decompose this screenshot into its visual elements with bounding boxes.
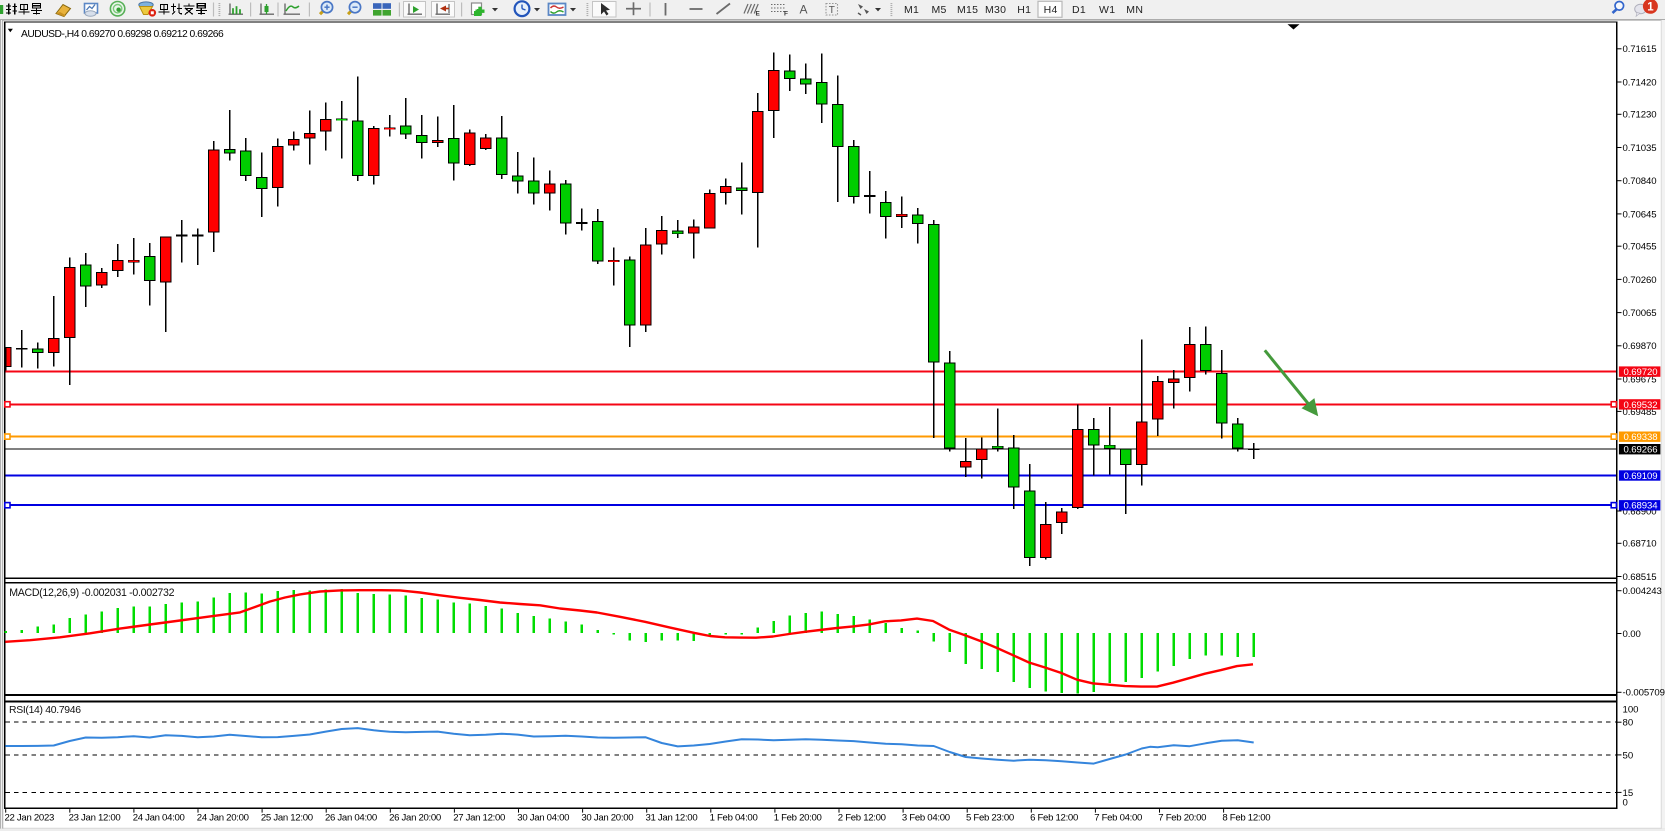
svg-text:0.68900: 0.68900: [1623, 506, 1657, 517]
svg-text:0.69266: 0.69266: [1624, 445, 1658, 456]
svg-text:0.71420: 0.71420: [1623, 77, 1657, 88]
svg-text:-0.005709: -0.005709: [1623, 688, 1665, 699]
svg-text:0.70645: 0.70645: [1623, 209, 1657, 220]
svg-text:2 Feb 12:00: 2 Feb 12:00: [838, 812, 886, 823]
svg-text:M30: M30: [985, 4, 1006, 16]
svg-text:26 Jan 04:00: 26 Jan 04:00: [325, 812, 377, 823]
svg-text:0.69485: 0.69485: [1623, 407, 1657, 418]
svg-text:7 Feb 04:00: 7 Feb 04:00: [1094, 812, 1142, 823]
svg-text:31 Jan 12:00: 31 Jan 12:00: [646, 812, 698, 823]
svg-text:5 Feb 23:00: 5 Feb 23:00: [966, 812, 1014, 823]
svg-text:M15: M15: [957, 4, 978, 16]
svg-text:0.70840: 0.70840: [1623, 176, 1657, 187]
svg-text:22 Jan 2023: 22 Jan 2023: [5, 812, 55, 823]
svg-text:0.004243: 0.004243: [1623, 586, 1662, 597]
svg-text:30 Jan 04:00: 30 Jan 04:00: [517, 812, 569, 823]
svg-text:0.69109: 0.69109: [1624, 471, 1658, 482]
svg-text:27 Jan 12:00: 27 Jan 12:00: [453, 812, 505, 823]
svg-text:26 Jan 20:00: 26 Jan 20:00: [389, 812, 441, 823]
svg-text:24 Jan 04:00: 24 Jan 04:00: [133, 812, 185, 823]
svg-text:6 Feb 12:00: 6 Feb 12:00: [1030, 812, 1078, 823]
svg-text:25 Jan 12:00: 25 Jan 12:00: [261, 812, 313, 823]
svg-text:0.68710: 0.68710: [1623, 539, 1657, 550]
svg-text:E: E: [756, 11, 761, 18]
svg-text:AUDUSD-,H4 0.69270 0.69298 0.: AUDUSD-,H4 0.69270 0.69298 0.69212 0.692…: [21, 29, 224, 40]
svg-text:7 Feb 20:00: 7 Feb 20:00: [1158, 812, 1206, 823]
svg-text:0.00: 0.00: [1623, 629, 1641, 640]
svg-text:23 Jan 12:00: 23 Jan 12:00: [69, 812, 121, 823]
svg-text:50: 50: [1623, 750, 1634, 761]
svg-text:0.69675: 0.69675: [1623, 374, 1657, 385]
svg-text:T: T: [829, 5, 835, 16]
svg-text:1: 1: [1647, 2, 1654, 14]
svg-text:0.71615: 0.71615: [1623, 44, 1657, 55]
svg-text:0.70065: 0.70065: [1623, 308, 1657, 319]
svg-text:0.71035: 0.71035: [1623, 143, 1657, 154]
svg-text:24 Jan 20:00: 24 Jan 20:00: [197, 812, 249, 823]
svg-text:D1: D1: [1072, 4, 1086, 16]
svg-text:8 Feb 12:00: 8 Feb 12:00: [1222, 812, 1270, 823]
svg-text:0.71230: 0.71230: [1623, 110, 1657, 121]
svg-text:0: 0: [1623, 798, 1628, 809]
svg-text:0.70260: 0.70260: [1623, 275, 1657, 286]
svg-text:0.69338: 0.69338: [1624, 432, 1658, 443]
svg-text:RSI(14) 40.7946: RSI(14) 40.7946: [9, 705, 81, 716]
svg-text:F: F: [784, 11, 788, 18]
svg-text:0.69532: 0.69532: [1624, 400, 1658, 411]
svg-text:W1: W1: [1099, 4, 1115, 16]
svg-text:A: A: [800, 3, 808, 17]
svg-text:80: 80: [1623, 718, 1634, 729]
svg-text:15: 15: [1623, 788, 1634, 799]
svg-text:0.70455: 0.70455: [1623, 242, 1657, 253]
svg-text:0.68934: 0.68934: [1624, 501, 1659, 512]
svg-text:H4: H4: [1044, 4, 1058, 16]
svg-text:0.68515: 0.68515: [1623, 572, 1657, 583]
svg-text:100: 100: [1623, 704, 1639, 715]
svg-text:M1: M1: [904, 4, 919, 16]
svg-text:1 Feb 04:00: 1 Feb 04:00: [710, 812, 758, 823]
svg-text:3 Feb 04:00: 3 Feb 04:00: [902, 812, 950, 823]
svg-text:30 Jan 20:00: 30 Jan 20:00: [581, 812, 633, 823]
svg-text:MACD(12,26,9) -0.002031 -0.002: MACD(12,26,9) -0.002031 -0.002732: [9, 587, 174, 599]
svg-text:0.69870: 0.69870: [1623, 341, 1657, 352]
svg-text:1 Feb 20:00: 1 Feb 20:00: [774, 812, 822, 823]
svg-text:H1: H1: [1017, 4, 1031, 16]
svg-text:MN: MN: [1126, 4, 1143, 16]
svg-text:0.69720: 0.69720: [1624, 367, 1658, 378]
svg-text:M5: M5: [932, 4, 947, 16]
